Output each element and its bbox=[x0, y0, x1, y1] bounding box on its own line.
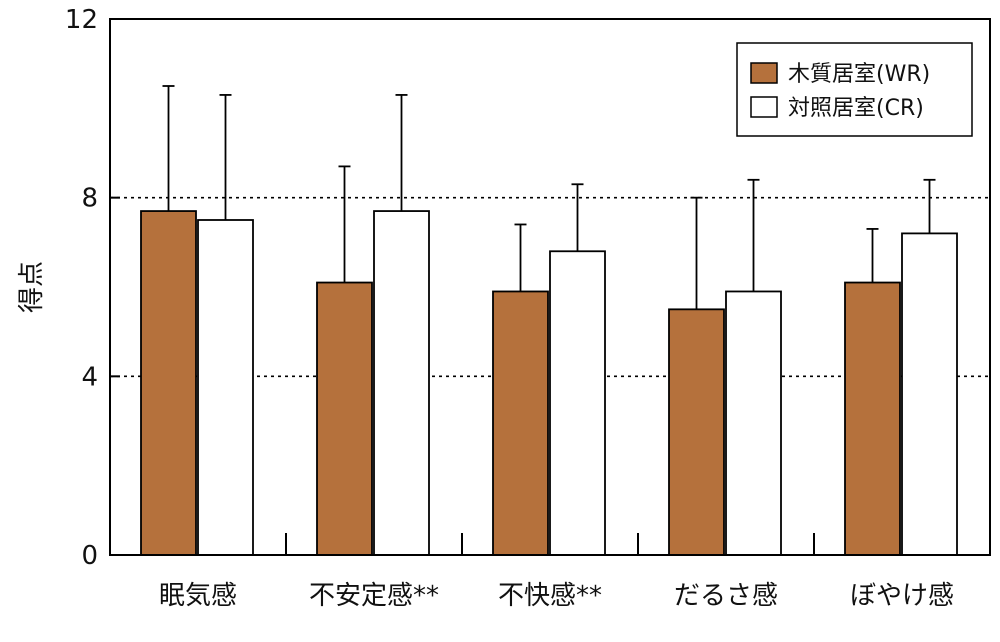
x-category-label: 不安定感** bbox=[309, 581, 439, 611]
bar-cr bbox=[725, 290, 782, 556]
y-tick-label: 8 bbox=[81, 184, 98, 214]
legend-label-wr: 木質居室(WR) bbox=[788, 62, 930, 87]
x-category-label: 不快感** bbox=[498, 581, 602, 611]
x-category-label: だるさ感 bbox=[674, 581, 778, 611]
tick-labels: 0 4 8 12 眠気感 不安定感** 不快感** だるさ感 ぼやけ感 bbox=[65, 5, 954, 611]
bar-wr bbox=[316, 281, 373, 556]
bar-cr bbox=[901, 232, 958, 556]
x-category-label: ぼやけ感 bbox=[850, 581, 954, 611]
y-axis-title: 得点 bbox=[17, 261, 47, 313]
bar-cr bbox=[549, 250, 606, 556]
bar-wr bbox=[492, 290, 549, 556]
error-bars bbox=[162, 85, 936, 310]
legend-box bbox=[736, 42, 973, 137]
x-category-label: 眠気感 bbox=[159, 581, 237, 611]
legend-swatch-cr bbox=[750, 96, 778, 118]
bar-wr bbox=[140, 210, 197, 556]
y-tick-label: 0 bbox=[81, 541, 98, 571]
legend-swatch-wr bbox=[750, 62, 778, 84]
bar-wr bbox=[668, 308, 725, 556]
bars bbox=[140, 210, 958, 556]
legend-label-cr: 対照居室(CR) bbox=[788, 96, 924, 121]
legend: 木質居室(WR) 対照居室(CR) bbox=[736, 42, 973, 137]
bar-cr bbox=[373, 210, 430, 556]
bar-cr bbox=[197, 219, 254, 556]
bar-wr bbox=[844, 281, 901, 556]
plot-frame bbox=[109, 18, 991, 556]
y-tick-label: 12 bbox=[65, 5, 98, 35]
axis-ticks bbox=[110, 18, 815, 556]
y-tick-label: 4 bbox=[81, 362, 98, 392]
